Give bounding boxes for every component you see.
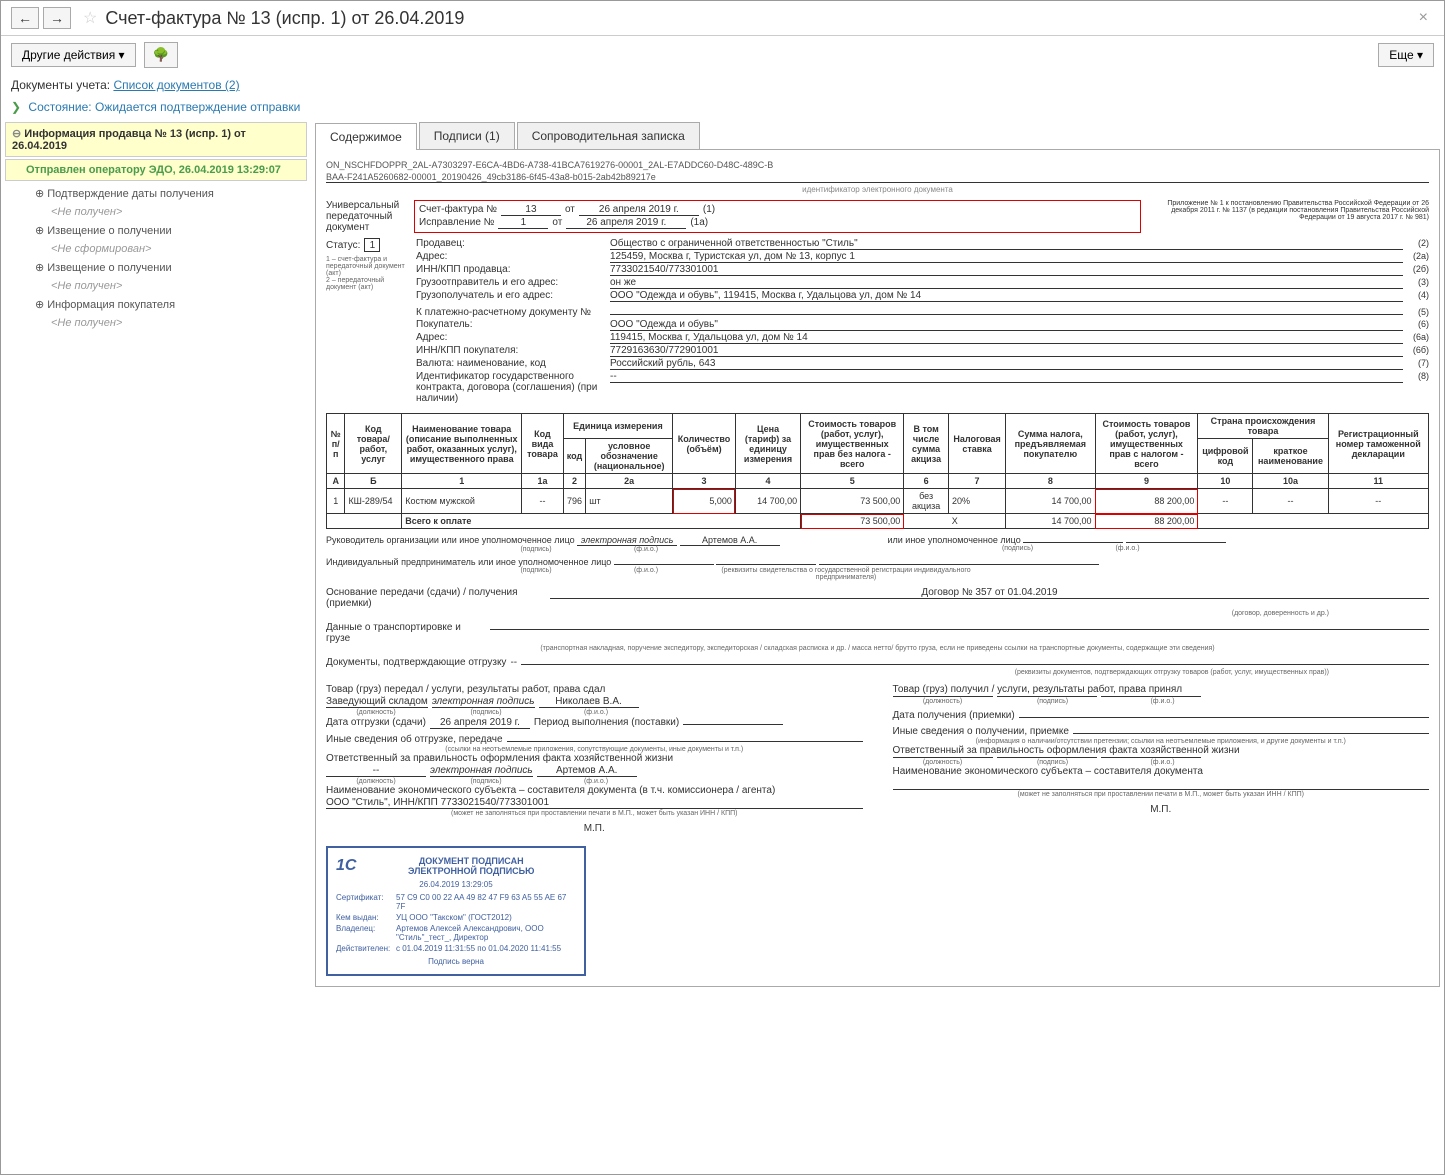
docs-row: Документы учета: Список документов (2) [1, 74, 1444, 96]
more-button[interactable]: Еще ▾ [1378, 43, 1434, 67]
sidebar: ⊖ Информация продавца № 13 (испр. 1) от … [1, 118, 311, 1171]
sidebar-item[interactable]: ⊕ Информация покупателя [5, 294, 307, 315]
sidebar-item[interactable]: ⊕ Извещение о получении [5, 257, 307, 278]
sidebar-sent-status: Отправлен оператору ЭДО, 26.04.2019 13:2… [5, 159, 307, 181]
tree-icon-button[interactable]: 🌳 [144, 42, 179, 68]
toolbar: Другие действия ▾ 🌳 Еще ▾ [1, 36, 1444, 74]
docs-link[interactable]: Список документов (2) [113, 78, 239, 92]
other-actions-button[interactable]: Другие действия ▾ [11, 43, 136, 67]
tab-content[interactable]: Содержимое [315, 123, 417, 150]
window-title: Счет-фактура № 13 (испр. 1) от 26.04.201… [105, 8, 464, 29]
sidebar-item[interactable]: ⊕ Извещение о получении [5, 220, 307, 241]
close-button[interactable]: × [1413, 9, 1434, 27]
tabs: Содержимое Подписи (1) Сопроводительная … [315, 122, 1440, 150]
chevron-icon: ❯ [11, 100, 21, 114]
sidebar-item[interactable]: ⊕ Подтверждение даты получения [5, 183, 307, 204]
document: ON_NSCHFDOPPR_2AL-A7303297-E6CA-4BD6-A73… [315, 150, 1440, 987]
invoice-header-box: Счет-фактура № 13 от 26 апреля 2019 г. (… [414, 200, 1141, 233]
tab-signatures[interactable]: Подписи (1) [419, 122, 515, 149]
forward-button[interactable]: → [43, 7, 71, 29]
back-button[interactable]: ← [11, 7, 39, 29]
favorite-icon[interactable]: ☆ [83, 8, 97, 28]
content: Содержимое Подписи (1) Сопроводительная … [311, 118, 1444, 1171]
status-row: ❯ Состояние: Ожидается подтверждение отп… [1, 96, 1444, 118]
titlebar: ← → ☆ Счет-фактура № 13 (испр. 1) от 26.… [1, 1, 1444, 36]
sidebar-seller-info[interactable]: ⊖ Информация продавца № 13 (испр. 1) от … [5, 122, 307, 157]
window: ← → ☆ Счет-фактура № 13 (испр. 1) от 26.… [0, 0, 1445, 1175]
tab-note[interactable]: Сопроводительная записка [517, 122, 700, 149]
1c-logo-icon: 1С [336, 857, 356, 875]
main: ⊖ Информация продавца № 13 (испр. 1) от … [1, 118, 1444, 1171]
invoice-table: № п/п Код товара/ работ, услуг Наименова… [326, 413, 1429, 529]
signature-stamp: 1С ДОКУМЕНТ ПОДПИСАН ЭЛЕКТРОННОЙ ПОДПИСЬ… [326, 846, 586, 976]
